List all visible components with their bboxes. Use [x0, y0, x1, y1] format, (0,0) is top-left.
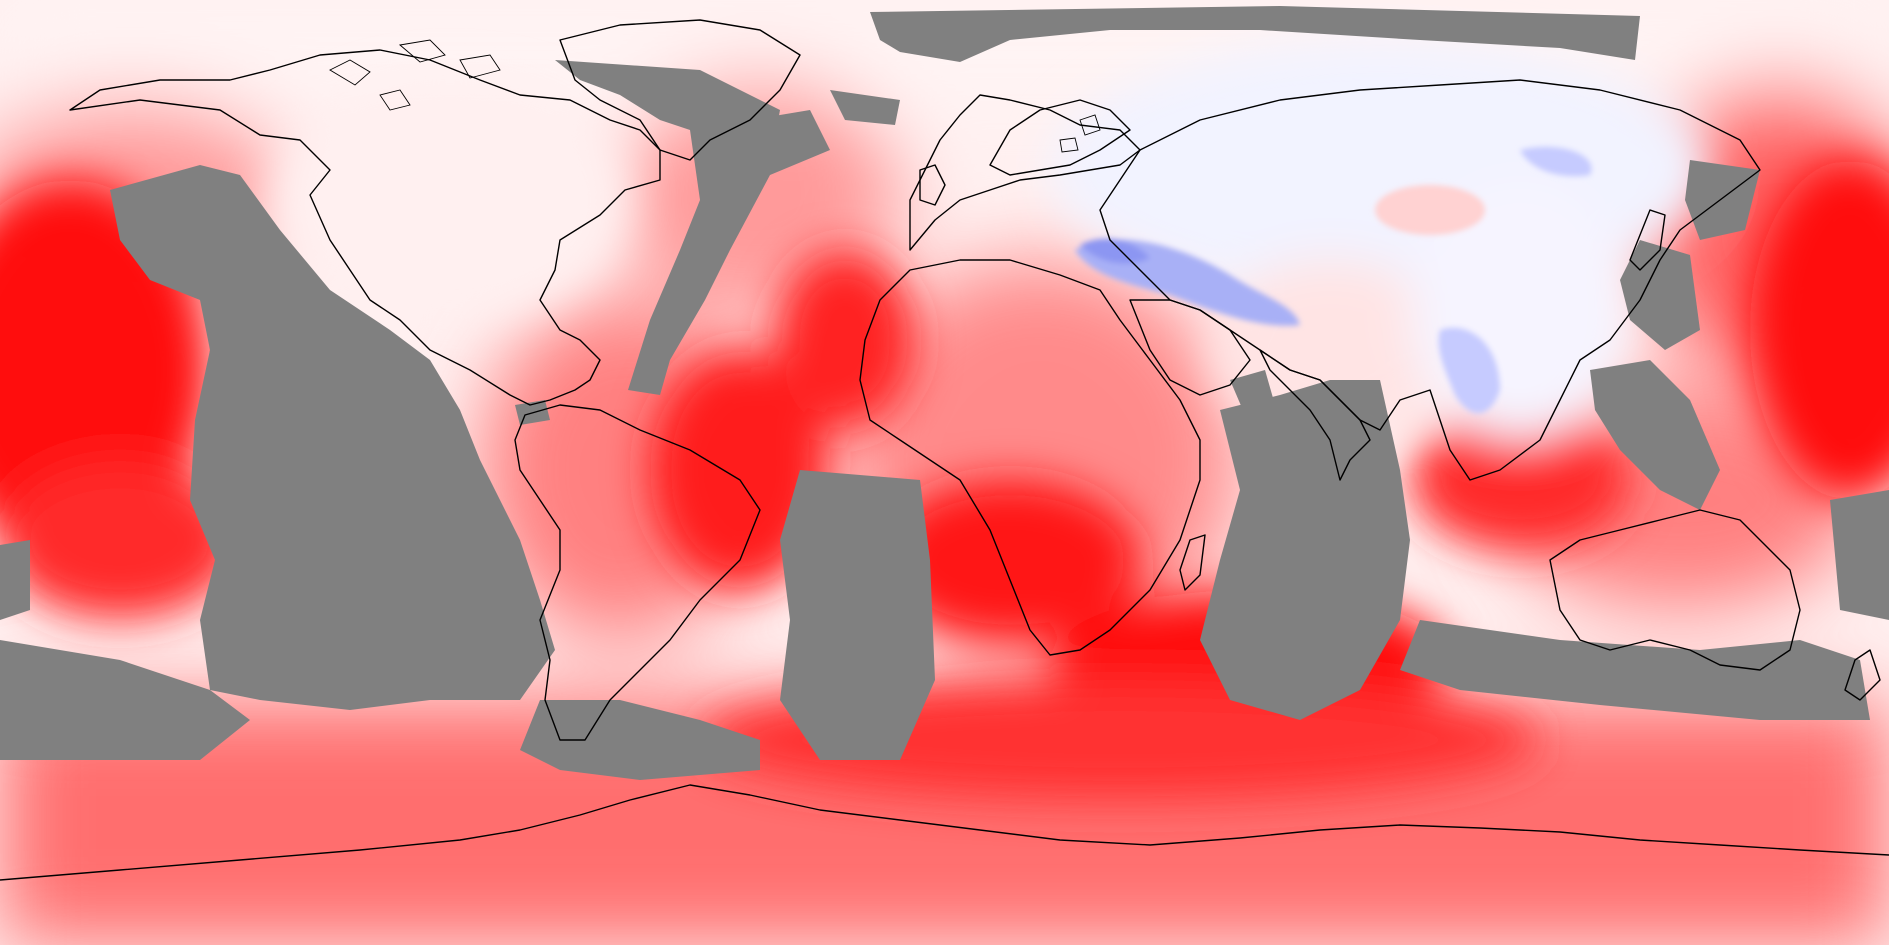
south-atlantic-no-data [780, 470, 935, 760]
india-coastline [1259, 349, 1371, 481]
scandinavia-coastline [989, 99, 1131, 176]
arabian-sea-no-data [1230, 370, 1275, 415]
far-east-pacific-no-data [1830, 490, 1889, 620]
eurasia-warm-patch [1375, 185, 1485, 235]
british-isles-coastline [919, 164, 946, 206]
middle-east-cool [1080, 238, 1150, 264]
no-data-mask [0, 6, 1889, 780]
madagascar-coastline [1179, 534, 1206, 591]
arctic-no-data [870, 6, 1640, 62]
europe-coastline [909, 94, 1141, 251]
antarctica-coastline [0, 784, 1889, 881]
indian-ocean-no-data [1200, 380, 1410, 720]
coastlines [0, 19, 1889, 881]
new-zealand-coastline [1844, 649, 1881, 701]
japan-coastline [1629, 209, 1666, 271]
japan-sea-no-data [1620, 240, 1700, 350]
far-west-no-data [0, 540, 30, 620]
greenland-no-data [830, 90, 900, 125]
africa-coastline [859, 259, 1201, 656]
nw-pacific-no-data [1685, 160, 1760, 240]
east-pacific-core [1750, 160, 1889, 500]
arctic-islands [329, 39, 1101, 153]
indonesia-no-data [1590, 360, 1720, 510]
australia-coastline [1549, 509, 1801, 671]
south-america-coastline [514, 404, 761, 741]
south-east-pacific [0, 460, 240, 620]
greenland-coastline [559, 19, 801, 161]
indian-ocean-core [1410, 410, 1630, 550]
mid-atlantic-no-data [628, 110, 830, 395]
west-africa-core [775, 250, 915, 430]
south-america-antarctic-no-data [520, 700, 760, 780]
south-atlantic-core [880, 480, 1140, 640]
south-australia-no-data [1400, 620, 1870, 720]
arabia-coastline [1129, 299, 1251, 396]
siberia-cool [1520, 146, 1592, 177]
southeast-asia-cool [1438, 327, 1500, 414]
south-pacific-west-no-data [0, 640, 250, 760]
north-america-pale [270, 80, 630, 320]
east-pacific-no-data [110, 165, 555, 710]
